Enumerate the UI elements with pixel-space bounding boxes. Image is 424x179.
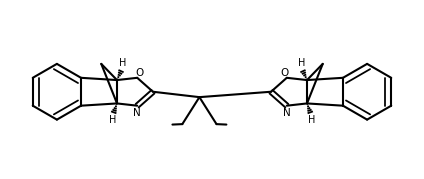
- Text: N: N: [134, 108, 141, 118]
- Text: O: O: [135, 68, 143, 78]
- Text: N: N: [283, 108, 290, 118]
- Text: H: H: [298, 58, 305, 68]
- Text: H: H: [119, 58, 126, 68]
- Text: H: H: [109, 115, 116, 125]
- Text: O: O: [281, 68, 289, 78]
- Text: H: H: [308, 115, 315, 125]
